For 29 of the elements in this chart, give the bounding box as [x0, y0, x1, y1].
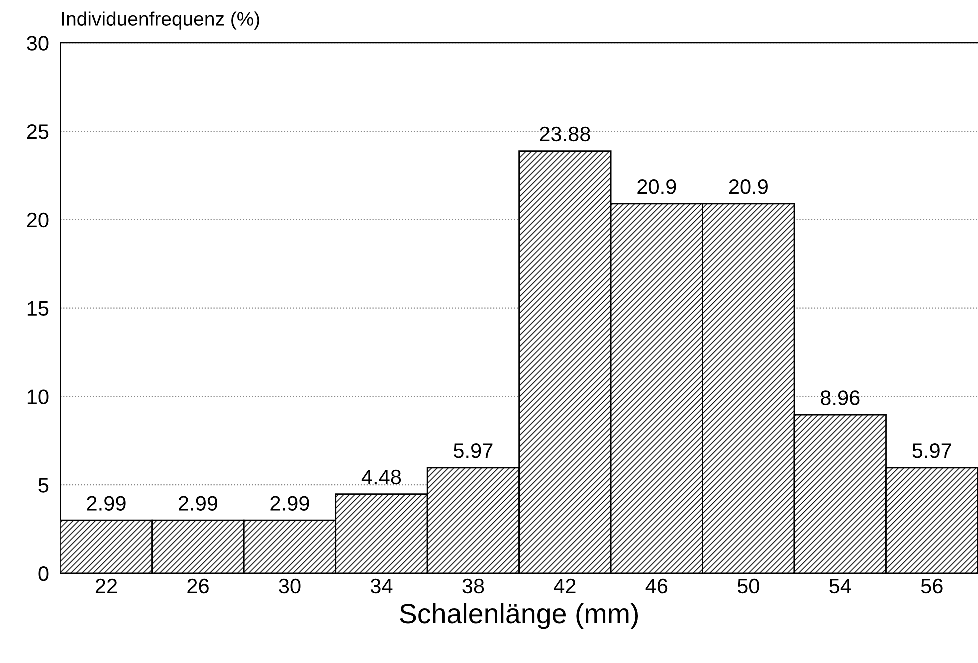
data-label: 23.88	[540, 126, 590, 142]
x-tick-label: 42	[554, 578, 576, 594]
y-tick-label: 5	[38, 478, 49, 493]
data-label: 2.99	[87, 496, 126, 511]
data-label: 5.97	[912, 444, 952, 458]
x-axis-title: Schalenlänge (mm)	[400, 603, 638, 630]
x-tick-label: 46	[646, 578, 668, 594]
x-tick-label: 34	[370, 578, 393, 594]
y-tick-label: 20	[27, 212, 49, 228]
x-tick-label: 30	[279, 578, 301, 594]
y-axis-title: Individuenfrequenz (%)	[62, 12, 260, 30]
data-label: 20.9	[729, 180, 768, 194]
x-tick-label: 56	[921, 578, 943, 594]
x-tick-label: 22	[96, 578, 118, 594]
data-label: 5.97	[454, 444, 493, 458]
x-tick-label: 38	[462, 578, 484, 594]
x-tick-label: 50	[738, 578, 760, 594]
data-label: 8.96	[821, 390, 860, 406]
y-tick-label: 15	[28, 302, 49, 316]
y-tick-label: 0	[38, 566, 49, 582]
x-tick-label: 26	[188, 578, 209, 594]
y-tick-label: 25	[27, 124, 49, 140]
y-tick-label: 30	[27, 36, 49, 51]
y-tick-label: 10	[28, 390, 49, 404]
data-label: 2.99	[270, 496, 310, 511]
x-tick-label: 54	[830, 579, 852, 594]
data-label: 20.9	[638, 180, 676, 194]
data-label: 4.48	[362, 470, 402, 485]
data-label: 2.99	[179, 496, 218, 511]
